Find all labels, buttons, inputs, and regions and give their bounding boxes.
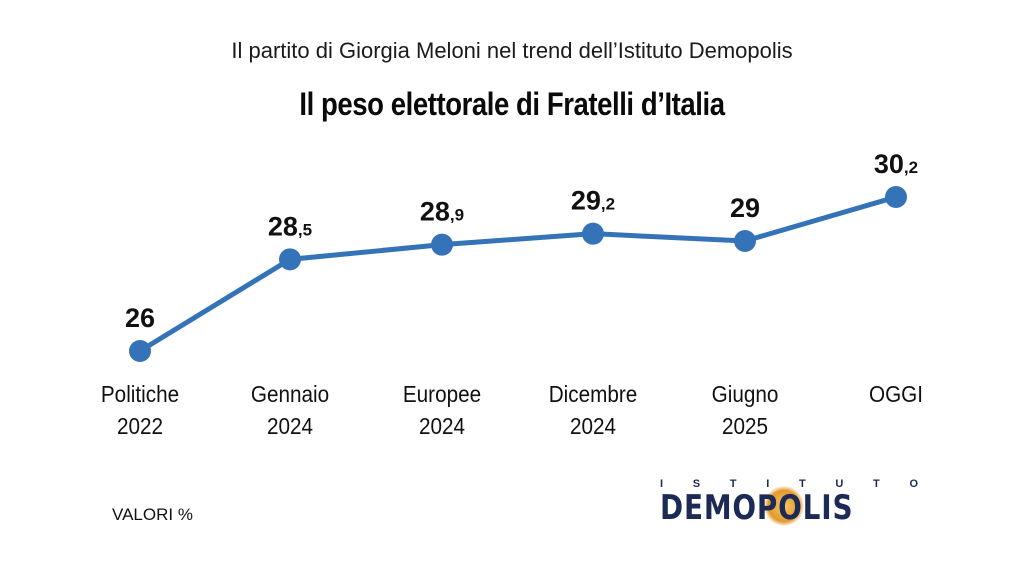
category-label: Dicembre 2024	[549, 381, 638, 439]
data-point	[885, 186, 907, 208]
logo-top-letter: T	[873, 478, 880, 490]
chart-subtitle: Il partito di Giorgia Meloni nel trend d…	[231, 38, 793, 63]
category-label: Politiche 2022	[101, 381, 179, 439]
logo-top-letter: T	[729, 478, 737, 490]
data-point	[129, 340, 151, 362]
logo-main-text: DEMOPOLIS	[660, 488, 854, 528]
data-label: 29	[730, 193, 760, 223]
logo-top-letter: U	[835, 478, 844, 490]
series-line	[138, 194, 897, 354]
logo-top-letter: I	[766, 478, 770, 490]
data-label: 26	[125, 303, 155, 333]
data-point	[431, 233, 453, 256]
logo-top-letter: O	[909, 478, 918, 490]
logo-top-letter: S	[692, 478, 701, 490]
data-label: 28,9	[420, 197, 464, 227]
category-label: Giugno 2025	[712, 381, 779, 439]
data-point	[582, 222, 604, 245]
data-point	[279, 248, 301, 271]
logo-top-letter: T	[798, 478, 806, 490]
demopolis-logo: I S T I T U T O DEMOPOLIS	[660, 478, 920, 528]
unit-note: VALORI %	[112, 505, 193, 524]
data-label: 28,5	[268, 211, 312, 241]
chart-title: Il peso elettorale di Fratelli d’Italia	[299, 86, 725, 122]
logo-top-letter: I	[660, 478, 664, 490]
data-point	[734, 230, 756, 252]
logo-sun-icon	[764, 486, 804, 526]
category-label: Europee 2024	[403, 381, 481, 439]
data-label: 30,2	[874, 149, 918, 179]
data-label: 29,2	[571, 186, 615, 216]
category-label: Gennaio 2024	[251, 381, 329, 439]
category-label: OGGI	[869, 381, 923, 407]
